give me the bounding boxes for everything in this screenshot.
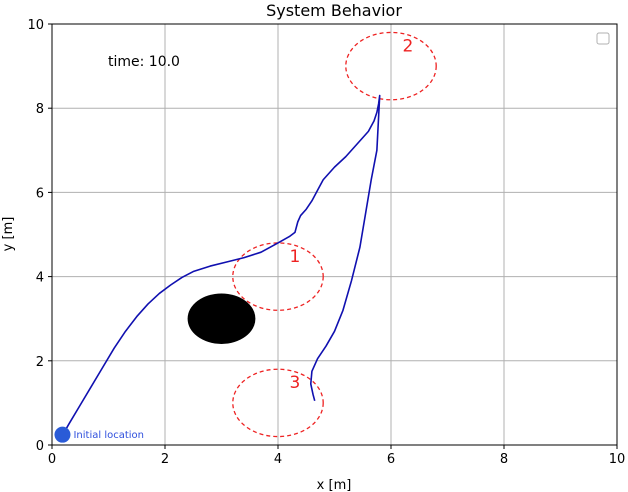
legend-box [596,32,610,45]
x-tick-label: 10 [609,452,626,467]
y-tick-label: 6 [36,186,44,201]
axis-ticks: 0 2 4 6 8 10 0 2 4 6 8 10 [27,18,625,467]
plot-area [52,24,617,445]
plot-frame [51,23,618,446]
zone-label-1: 1 [290,247,301,267]
x-tick-label: 2 [161,452,169,467]
time-readout: time: 10.0 [108,54,180,70]
obstacle [187,293,256,344]
initial-location-marker [54,426,71,443]
initial-location-marker-group: Initial location [54,426,144,443]
initial-location-label: Initial location [73,430,144,441]
zone-label-2: 2 [403,36,414,56]
y-tick-label: 0 [36,439,44,454]
zone-circle-3 [232,368,324,438]
x-tick-label: 4 [274,452,282,467]
zone-circle-1 [232,242,324,311]
trajectory-line [59,94,381,440]
y-axis-label: y [m] [1,217,16,252]
trajectory-series [59,94,381,440]
x-axis-label: x [m] [317,478,352,492]
chart-title: System Behavior [266,1,402,20]
x-tick-label: 6 [387,452,395,467]
y-tick-label: 8 [36,102,44,117]
zone-label-3: 3 [290,373,301,393]
zone-circles: 1 2 3 [232,31,437,438]
obstacle-disc [187,293,256,344]
x-tick-label: 8 [500,452,508,467]
x-tick-label: 0 [48,452,56,467]
y-tick-label: 4 [36,271,44,286]
zone-circle-2 [345,31,437,101]
y-tick-label: 2 [36,355,44,370]
y-tick-label: 10 [27,18,44,33]
